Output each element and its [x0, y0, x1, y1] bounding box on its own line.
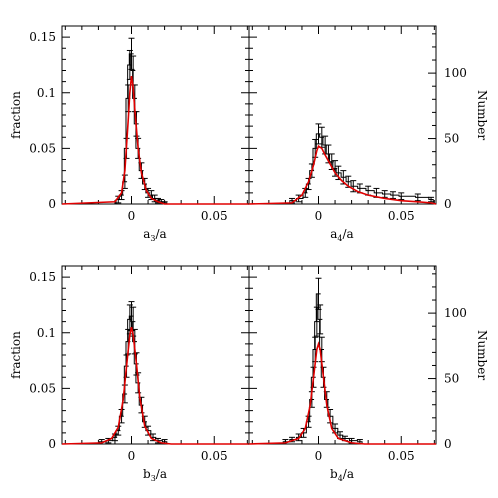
right-y-tick-label: 0: [444, 437, 452, 451]
fit-curve: [248, 341, 436, 445]
xlabel-a4-sub: 4: [337, 234, 342, 243]
panel-b3-frame: [61, 265, 250, 445]
panel-a3-frame: [61, 25, 250, 205]
right-y-tick-label: 100: [444, 66, 467, 80]
fit-curve: [248, 144, 437, 205]
panel-a4: 0 0.05 0 50 100: [248, 25, 467, 223]
xlabel-b4-suffix: /a: [343, 467, 354, 481]
ylabel-fraction-top: fraction: [9, 91, 23, 139]
fit-curve: [61, 327, 249, 445]
y-tick-label: 0.15: [29, 270, 56, 284]
histogram-line: [249, 133, 436, 205]
xlabel-b3-main: b: [143, 467, 151, 481]
xlabel-a4-main: a: [330, 227, 337, 241]
ylabel-number-top: Number: [475, 90, 489, 140]
right-y-tick-label: 0: [444, 197, 452, 211]
x-tick-label: 0: [128, 449, 136, 463]
histogram-line: [62, 53, 249, 205]
xlabel-a4: a4/a: [330, 227, 353, 243]
x-tick-label: 0: [315, 449, 323, 463]
xlabel-b4-sub: 4: [338, 474, 343, 483]
y-tick-label: 0: [48, 197, 56, 211]
right-y-tick-label: 50: [444, 132, 459, 146]
histogram-line: [62, 315, 249, 445]
xlabel-a4-suffix: /a: [343, 227, 354, 241]
x-tick-label: 0.05: [388, 449, 415, 463]
xlabel-a3-suffix: /a: [156, 227, 167, 241]
xlabel-b4-main: b: [330, 467, 338, 481]
panel-b4: 0 0.05 0 50 100: [248, 265, 467, 463]
xlabel-b3-suffix: /a: [156, 467, 167, 481]
y-tick-label: 0.05: [29, 141, 56, 155]
fit-curve: [61, 75, 249, 205]
right-y-tick-label: 100: [444, 306, 467, 320]
xlabel-a3-main: a: [143, 227, 150, 241]
x-tick-label: 0.05: [201, 209, 228, 223]
panel-b4-frame: [248, 265, 437, 445]
y-tick-label: 0.05: [29, 381, 56, 395]
xlabel-b3-sub: 3: [151, 474, 156, 483]
x-tick-label: 0: [315, 209, 323, 223]
histogram-line: [249, 293, 436, 445]
y-tick-label: 0.15: [29, 30, 56, 44]
x-tick-label: 0: [128, 209, 136, 223]
right-y-tick-label: 50: [444, 372, 459, 386]
xlabel-a3-sub: 3: [150, 234, 155, 243]
panel-b3: 0 0.05 0 0.05 0.1 0.15: [29, 265, 250, 463]
xlabel-a3: a3/a: [143, 227, 166, 243]
y-tick-label: 0: [48, 437, 56, 451]
x-tick-label: 0.05: [201, 449, 228, 463]
ylabel-fraction-bottom: fraction: [9, 331, 23, 379]
panel-a3: 0 0.05 0 0.05 0.1 0.15: [29, 25, 250, 223]
y-tick-label: 0.1: [37, 86, 56, 100]
ylabel-number-bottom: Number: [475, 330, 489, 380]
x-tick-label: 0.05: [388, 209, 415, 223]
xlabel-b3: b3/a: [143, 467, 167, 483]
y-tick-label: 0.1: [37, 326, 56, 340]
xlabel-b4: b4/a: [330, 467, 354, 483]
